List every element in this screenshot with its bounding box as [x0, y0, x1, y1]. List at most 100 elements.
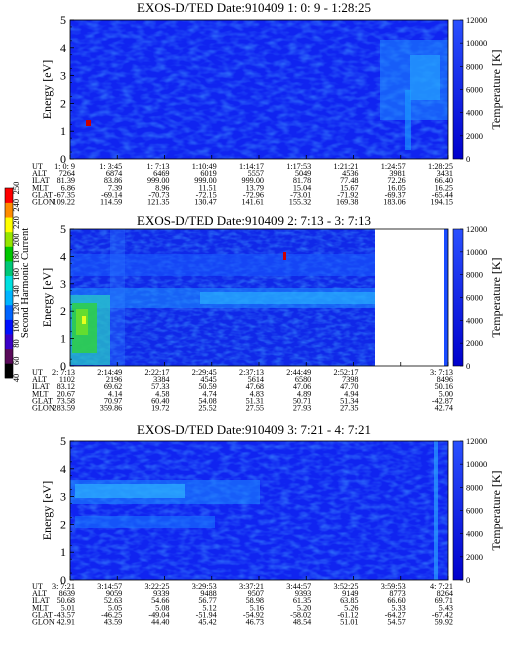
orbit-cell: 16.05: [387, 183, 405, 192]
orbit-cell: 3:22:25: [144, 582, 169, 591]
y2-tick-label: 6000: [466, 85, 483, 95]
y2-axis-label: Temperature [K]: [489, 257, 503, 337]
panel-1-axes: 0 1 2 3 4 5 Energy [eV] 0 2000 4000 6000 8000 10000 1…: [40, 13, 503, 166]
orbit-cell: 20.67: [57, 389, 75, 398]
y2-tick-label: 12000: [466, 224, 487, 234]
orbit-cell: 3384: [153, 375, 169, 384]
y-tick-label: 3: [60, 277, 66, 291]
orbit-cell: 2:37:13: [239, 368, 264, 377]
y-tick-label: 4: [60, 462, 66, 476]
colorbar-tick-label: 180: [11, 251, 21, 264]
orbit-row-label: GLAT: [32, 190, 53, 199]
colorbar-tick-label: 240: [11, 199, 21, 212]
y-tick-label: 4: [60, 41, 66, 55]
orbit-cell: 130.47: [194, 198, 217, 207]
orbit-cell: 50.59: [198, 382, 216, 391]
orbit-cell: 50.16: [435, 382, 453, 391]
orbit-cell: 60.40: [151, 396, 169, 405]
y2-tick-label: 0: [466, 361, 470, 371]
orbit-cell: 4.14: [108, 389, 122, 398]
orbit-cell: 4.58: [155, 389, 169, 398]
colorbar-cell: [5, 319, 13, 335]
colorbar-cell: [5, 261, 13, 276]
colorbar-cells: [4, 187, 14, 379]
colorbar-tick-label: 60: [11, 356, 21, 365]
orbit-cell: 3:29:53: [192, 582, 217, 591]
orbit-cell: 47.68: [246, 382, 264, 391]
orbit-cell: 50.68: [57, 596, 75, 605]
orbit-cell: 81.39: [57, 176, 75, 185]
panel-3-axes: 0 1 2 3 4 5 Energy [eV] 0 2000 4000 6000 8000 10000 1…: [40, 434, 503, 587]
orbit-row-label: ALT: [32, 589, 47, 598]
orbit-cell: 3:52:25: [333, 582, 358, 591]
orbit-cell: 4.89: [297, 389, 311, 398]
y-tick-label: 2: [60, 96, 66, 110]
orbit-cell: 5.20: [297, 603, 311, 612]
orbit-cell: 5.01: [61, 603, 75, 612]
y-tick-label: 3: [60, 490, 66, 504]
y2-tick-label: 2000: [466, 552, 483, 562]
orbit-cell: 114.59: [100, 198, 122, 207]
colorbar-tick-label: 80: [11, 339, 21, 348]
orbit-cell: 3: 7:13: [430, 368, 453, 377]
panel-3-temperature-bar: [453, 441, 463, 580]
orbit-cell: 9149: [342, 589, 358, 598]
orbit-cell: -70.73: [148, 190, 169, 199]
colorbar-cell: [5, 363, 13, 379]
orbit-cell: 83.86: [104, 176, 122, 185]
y-tick-label: 5: [60, 13, 66, 27]
orbit-cell: 2: 7:13: [52, 368, 75, 377]
orbit-cell: 8.96: [155, 183, 169, 192]
orbit-cell: 6.86: [61, 183, 75, 192]
orbit-cell: 169.38: [336, 198, 359, 207]
y2-tick-label: 0: [466, 575, 470, 585]
orbit-cell: 4536: [342, 169, 358, 178]
orbit-cell: 9507: [248, 589, 264, 598]
orbit-cell: -69.37: [385, 190, 406, 199]
panel-3: EXOS-D/TED Date:910409 3: 7:21 - 4: 7:21…: [32, 422, 503, 627]
orbit-row-label: MLT: [32, 603, 49, 612]
orbit-cell: 7264: [59, 169, 75, 178]
orbit-cell: 1:24:57: [381, 162, 406, 171]
orbit-cell: 6580: [295, 375, 311, 384]
y-tick-label: 0: [60, 573, 66, 587]
y2-tick-label: 0: [466, 154, 470, 164]
y-tick-label: 4: [60, 249, 66, 263]
y-tick-label: 3: [60, 69, 66, 83]
orbit-cell: 46.73: [246, 618, 264, 627]
orbit-cell: -72.96: [243, 190, 264, 199]
orbit-row-label: GLAT: [32, 396, 53, 405]
panel-2-title: EXOS-D/TED Date:910409 2: 7:13 - 3: 7:13: [137, 213, 371, 228]
orbit-cell: 9339: [153, 589, 169, 598]
colorbar-cell: [5, 188, 13, 203]
y-tick-label: 5: [60, 222, 66, 236]
orbit-cell: 15.04: [293, 183, 311, 192]
y2-tick-label: 4000: [466, 529, 483, 539]
orbit-cell: 1: 7:13: [147, 162, 170, 171]
colorbar-cell: [5, 231, 13, 247]
panel-2: EXOS-D/TED Date:910409 2: 7:13 - 3: 7:13…: [32, 213, 503, 413]
orbit-row-label: ALT: [32, 375, 47, 384]
orbit-cell: 1:21:21: [333, 162, 358, 171]
orbit-row-label: UT: [32, 162, 43, 171]
orbit-cell: 51.01: [340, 618, 358, 627]
orbit-cell: -42.87: [432, 396, 453, 405]
orbit-cell: 4.83: [250, 389, 264, 398]
y2-tick-label: 12000: [466, 15, 487, 25]
orbit-row-label: MLT: [32, 183, 49, 192]
orbit-cell: 4545: [200, 375, 216, 384]
orbit-cell: 54.57: [387, 618, 405, 627]
orbit-cell: 999.00: [194, 176, 217, 185]
orbit-cell: 58.98: [246, 596, 264, 605]
colorbar-cell: [5, 202, 13, 218]
orbit-cell: 2:22:17: [144, 368, 169, 377]
orbit-cell: 359.86: [100, 404, 123, 413]
orbit-cell: 54.66: [151, 596, 169, 605]
y-tick-label: 0: [60, 152, 66, 166]
y2-axis-label: Temperature [K]: [489, 49, 503, 129]
orbit-cell: 6469: [153, 169, 169, 178]
orbit-cell: 63.85: [340, 596, 358, 605]
orbit-cell: 59.92: [435, 618, 453, 627]
orbit-cell: 69.71: [435, 596, 453, 605]
